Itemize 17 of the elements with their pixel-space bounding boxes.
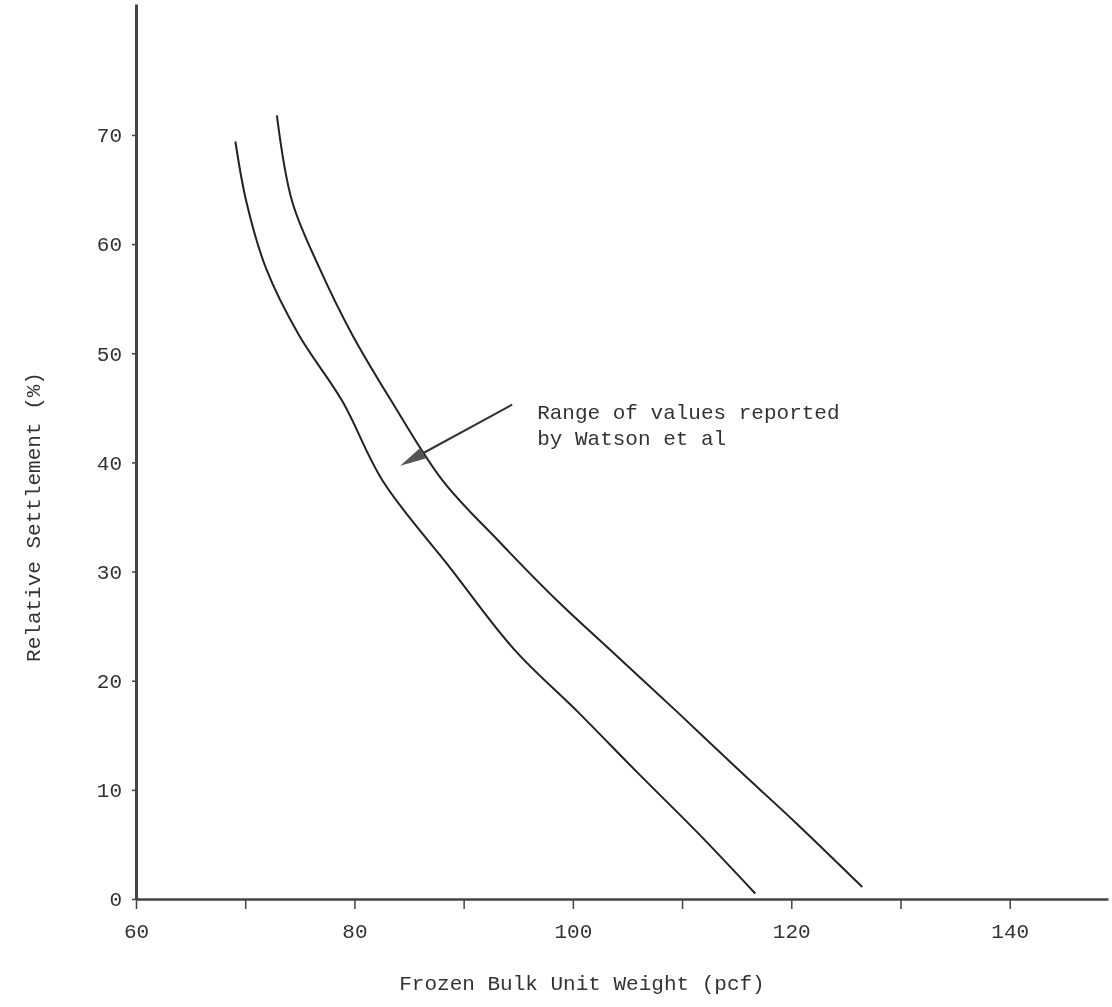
y-tick-label: 30	[96, 561, 122, 585]
line-series	[275, 114, 864, 888]
y-tick-label: 20	[96, 670, 122, 694]
y-tick-label: 10	[96, 780, 122, 804]
y-tick-label: 0	[109, 889, 122, 913]
y-tick-label: 40	[96, 452, 122, 476]
x-axis-title: Frozen Bulk Unit Weight (pcf)	[399, 973, 765, 996]
x-tick-label: 120	[772, 920, 811, 944]
x-tick-label: 80	[342, 920, 368, 944]
y-tick-label: 60	[96, 234, 122, 258]
x-tick-label: 140	[991, 920, 1030, 944]
y-axis-title: Relative Settlement (%)	[23, 372, 46, 662]
annotation: Range of values reported by Watson et al	[537, 401, 840, 451]
y-tick-label: 70	[96, 125, 122, 149]
x-tick-label: 60	[123, 920, 150, 944]
y-tick-label: 50	[96, 343, 122, 367]
x-tick-label: 100	[554, 920, 593, 944]
